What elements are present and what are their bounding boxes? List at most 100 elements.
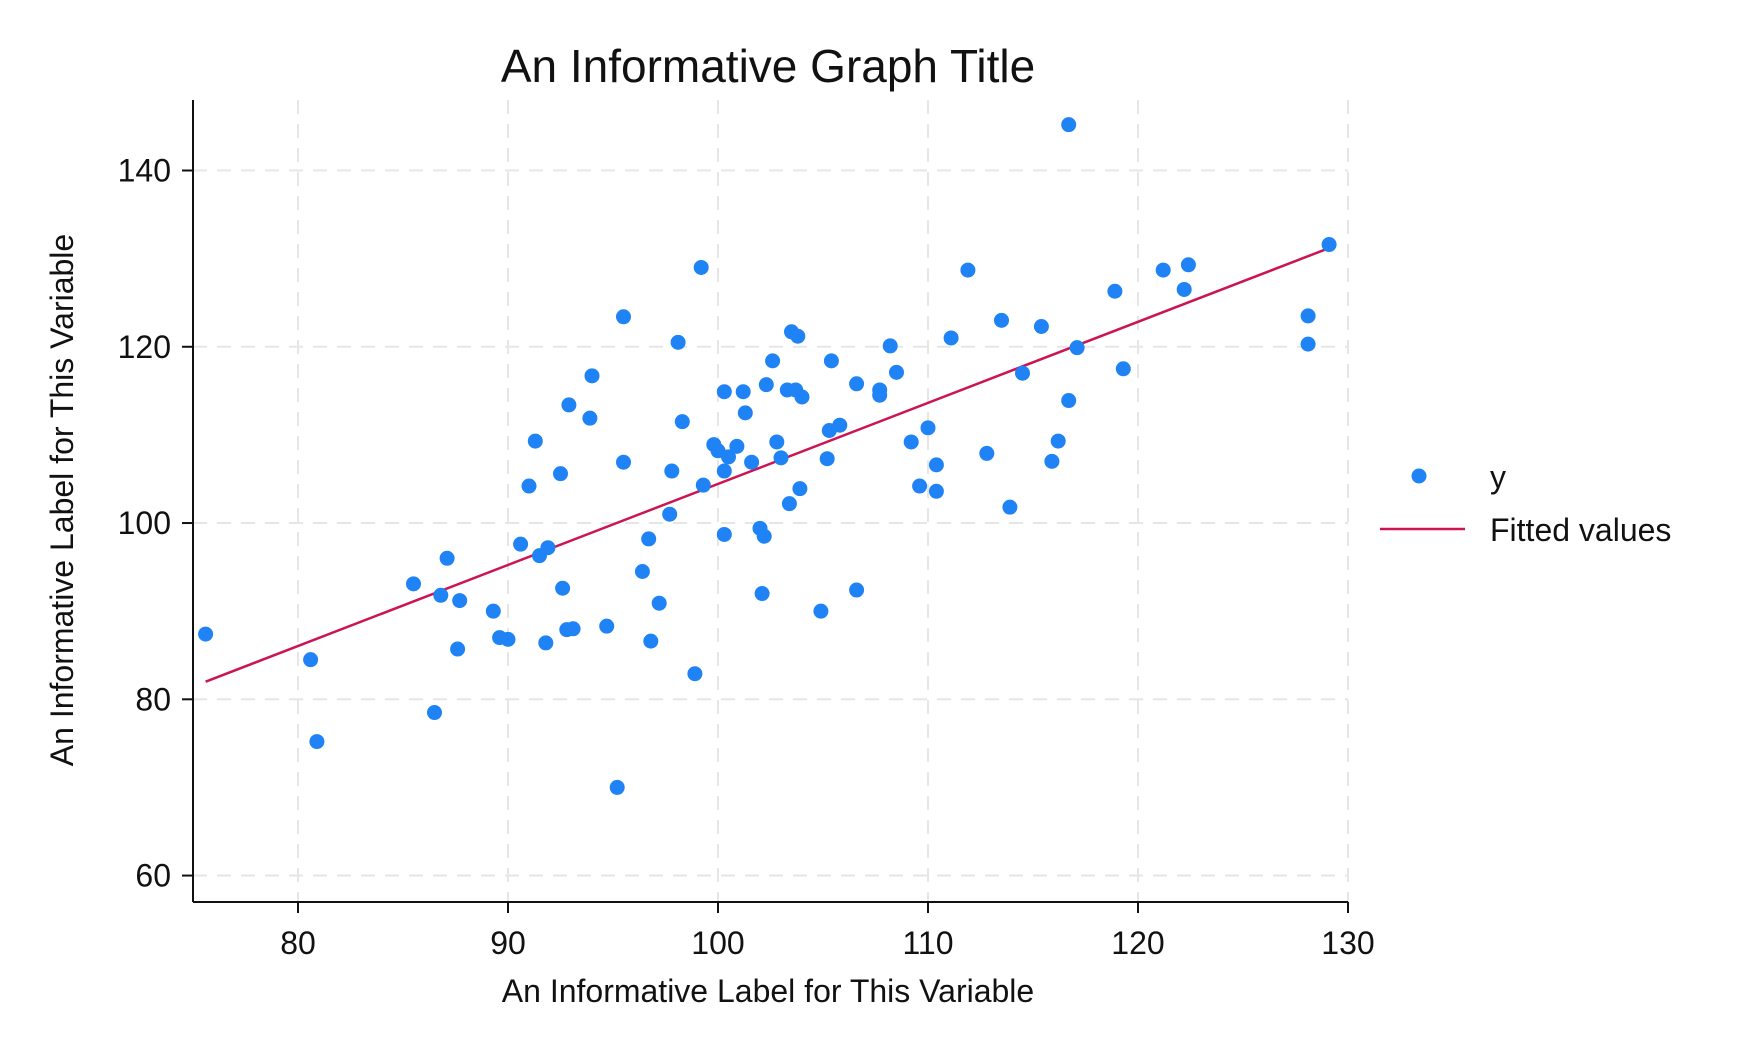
scatter-point-38 — [693, 259, 709, 275]
scatter-point-34 — [664, 463, 680, 479]
scatter-point-65 — [819, 451, 835, 467]
scatter-point-12 — [513, 536, 529, 552]
scatter-point-97 — [1300, 308, 1316, 324]
scatter-point-28 — [616, 454, 631, 470]
scatter-point-9 — [485, 603, 501, 619]
scatter-point-18 — [553, 466, 568, 482]
x-tick-label-80: 80 — [280, 925, 316, 961]
scatter-point-54 — [765, 353, 781, 369]
scatter-point-52 — [756, 528, 772, 544]
scatter-point-47 — [735, 384, 751, 400]
scatter-point-35 — [670, 334, 686, 350]
scatter-point-55 — [769, 434, 785, 450]
legend: y Fitted values — [1380, 459, 1671, 548]
scatter-point-82 — [979, 445, 995, 461]
scatter-point-45 — [721, 449, 736, 465]
scatter-point-11 — [500, 631, 516, 647]
y-tick-label-100: 100 — [118, 505, 171, 541]
scatter-point-53 — [758, 377, 774, 393]
scatter-point-88 — [1050, 433, 1066, 449]
scatter-point-49 — [744, 454, 760, 470]
scatter-point-86 — [1033, 318, 1049, 334]
scatter-point-90 — [1061, 117, 1077, 133]
x-tick-label-90: 90 — [490, 925, 526, 961]
scatter-point-64 — [813, 603, 829, 619]
scatter-point-48 — [737, 405, 753, 421]
x-tick-label-110: 110 — [902, 925, 953, 961]
scatter-point-83 — [994, 312, 1009, 328]
scatter-point-3 — [406, 576, 421, 592]
chart-title: An Informative Graph Title — [501, 40, 1035, 92]
scatter-point-26 — [609, 779, 625, 795]
x-axis-title: An Informative Label for This Variable — [502, 973, 1034, 1009]
scatter-point-8 — [452, 593, 468, 609]
y-tick-label-80: 80 — [135, 681, 171, 717]
scatter-point-42 — [716, 526, 732, 542]
fitted-line-layer — [205, 246, 1330, 683]
scatter-point-29 — [634, 564, 650, 580]
scatter-point-32 — [651, 595, 667, 611]
y-tick-label-60: 60 — [135, 858, 171, 894]
y-tick-label-120: 120 — [118, 329, 171, 365]
scatter-point-93 — [1115, 361, 1131, 377]
scatter-point-16 — [538, 635, 554, 651]
scatter-point-87 — [1044, 453, 1060, 469]
scatter-point-24 — [584, 368, 600, 384]
scatter-point-72 — [872, 387, 888, 403]
fitted-values-line — [205, 246, 1330, 683]
scatter-point-27 — [616, 309, 631, 325]
scatter-point-7 — [450, 641, 466, 657]
scatter-point-62 — [792, 481, 808, 497]
scatter-point-25 — [599, 618, 615, 634]
scatter-point-98 — [1300, 336, 1316, 352]
scatter-point-99 — [1321, 237, 1337, 253]
scatter-point-63 — [794, 389, 810, 405]
scatter-point-31 — [643, 633, 659, 649]
scatter-point-13 — [521, 478, 537, 494]
scatter-point-74 — [889, 364, 904, 380]
scatter-point-51 — [754, 586, 770, 602]
scatter-point-46 — [729, 438, 745, 454]
scatter-point-89 — [1061, 393, 1077, 409]
scatter-point-77 — [920, 420, 936, 436]
scatter-point-21 — [561, 397, 577, 413]
scatter-point-69 — [849, 376, 865, 392]
scatter-point-2 — [309, 734, 325, 750]
scatter-point-33 — [662, 506, 678, 522]
scatter-point-76 — [912, 478, 928, 494]
scatter-point-6 — [439, 550, 455, 566]
scatter-point-44 — [716, 384, 732, 400]
y-axis-title: An Informative Label for This Variable — [44, 234, 80, 766]
scatter-point-84 — [1002, 499, 1018, 515]
scatter-point-61 — [790, 328, 806, 344]
axes: 80 90 100 110 120 130 60 80 100 120 140 — [118, 100, 1375, 961]
scatter-point-78 — [928, 457, 944, 473]
scatter-point-1 — [303, 652, 319, 668]
x-tick-label-100: 100 — [691, 925, 744, 961]
y-tick-label-140: 140 — [118, 153, 171, 189]
scatter-point-92 — [1107, 283, 1123, 299]
scatter-point-19 — [555, 580, 571, 596]
scatter-point-75 — [903, 434, 919, 450]
scatter-point-58 — [781, 496, 797, 512]
scatter-point-23 — [582, 410, 598, 426]
scatter-point-80 — [943, 330, 959, 346]
scatter-point-81 — [960, 262, 976, 278]
scatter-point-14 — [527, 433, 543, 449]
scatter-point-67 — [823, 353, 839, 369]
scatter-point-96 — [1180, 257, 1196, 273]
scatter-point-4 — [427, 705, 442, 721]
scatter-point-22 — [565, 621, 581, 637]
scatter-point-43 — [716, 463, 732, 479]
scatter-point-36 — [674, 414, 690, 430]
scatter-point-95 — [1176, 281, 1192, 297]
scatter-point-30 — [641, 531, 657, 547]
scatter-points — [198, 117, 1337, 795]
scatter-point-79 — [928, 483, 944, 499]
x-tick-label-130: 130 — [1321, 925, 1374, 961]
scatter-point-17 — [540, 540, 556, 556]
scatter-point-56 — [773, 450, 789, 466]
grid-lines — [193, 100, 1349, 902]
